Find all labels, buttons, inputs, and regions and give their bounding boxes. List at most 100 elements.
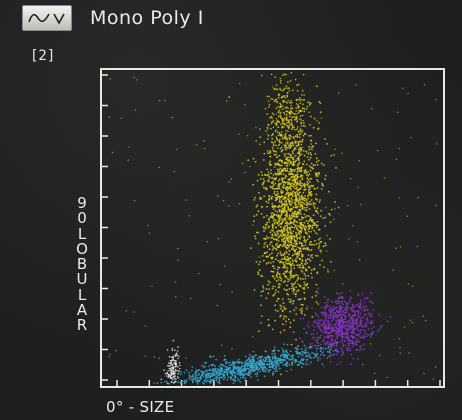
scatter-dot [362, 363, 364, 366]
scatter-dot [325, 206, 327, 209]
scatter-dot [399, 352, 401, 354]
scatter-dot [228, 205, 230, 207]
scatter-dot [174, 281, 177, 283]
scatter-dot [409, 319, 411, 321]
scatter-dot [217, 237, 220, 240]
scatter-dot [406, 215, 408, 217]
scatter-dot [133, 76, 135, 79]
scatter-dot [412, 285, 414, 288]
scatter-dot [334, 208, 336, 210]
scatter-dot [226, 100, 228, 102]
scatter-dot [147, 225, 149, 227]
scatter-dot [355, 84, 357, 86]
scatter-dot [407, 92, 409, 95]
scatter-dot [158, 357, 160, 360]
scatter-dot [148, 232, 151, 234]
scatter-dot [136, 79, 138, 81]
scatter-dot [307, 363, 309, 366]
scatter-dot [230, 178, 233, 180]
scatter-dot [221, 344, 223, 347]
scatter-dot [204, 147, 206, 150]
scatter-dot [341, 300, 343, 303]
scatter-dot [158, 99, 161, 102]
plot-index: [2] [30, 48, 56, 64]
y-axis-ticks [101, 74, 108, 381]
scatter-dot [359, 203, 362, 206]
scatter-dot [228, 180, 230, 183]
scatter-dot [417, 196, 419, 199]
scatter-dot [206, 240, 209, 243]
scatter-dot [423, 372, 425, 375]
scatter-dot [177, 259, 179, 261]
scatter-dot [374, 372, 376, 374]
scatter-dot [436, 143, 438, 145]
scatter-dot [333, 218, 335, 220]
scatter-dot [127, 159, 129, 161]
scatter-dot [396, 111, 399, 113]
scatter-dot [275, 113, 278, 115]
scatter-dot [153, 356, 156, 358]
scatter-dot [422, 315, 424, 317]
scatter-dot [341, 152, 343, 155]
scatter-dot [317, 233, 319, 235]
scatter-dot [217, 195, 219, 197]
scatter-dot [408, 352, 410, 354]
scatter-dot [316, 341, 318, 343]
scatter-dot [423, 83, 426, 86]
x-axis-label: 0° - SIZE [106, 398, 175, 416]
scatter-dot [133, 199, 136, 202]
scatter-dot [386, 376, 388, 379]
scatter-dot [356, 241, 359, 243]
plot-type-button[interactable] [22, 5, 72, 31]
scatter-dot [424, 319, 427, 322]
scatter-dot [176, 148, 178, 151]
scatter-dot [369, 343, 372, 345]
scatter-dot [358, 259, 361, 261]
scatter-dot [238, 202, 241, 205]
scatter-dot [411, 321, 414, 324]
scatter-dot [203, 140, 205, 142]
scatter-dot [111, 151, 114, 154]
scatter-dot [177, 247, 179, 250]
scatter-dot [266, 133, 269, 135]
scatter-dot [252, 336, 254, 338]
scatter-dot [189, 297, 192, 299]
scatter-dot [404, 326, 406, 328]
scatter-dot [133, 311, 135, 313]
scatter-dot [241, 162, 244, 164]
scatter-dot [348, 238, 350, 240]
scatter-dot [432, 378, 434, 380]
scatter-dot [293, 230, 295, 232]
scatter-dot [434, 366, 437, 368]
lymphocyte-cluster [153, 331, 373, 385]
scatter-dot [364, 308, 366, 310]
scatter-dot [188, 215, 190, 217]
scatter-dot [144, 325, 147, 327]
scatter-dot [352, 225, 354, 227]
scatter-dot [329, 311, 332, 314]
scatter-dots [108, 76, 438, 380]
scatter-dot [223, 265, 226, 267]
scatter-dot [348, 345, 350, 347]
scatter-dot [238, 133, 240, 135]
scatter-dot [128, 146, 130, 148]
scatter-dot [320, 251, 322, 254]
scatter-dot [350, 178, 352, 180]
scatter-dot [371, 107, 373, 110]
scatter-dot [435, 99, 437, 101]
scatter-dot [326, 234, 328, 237]
scatter-dot [195, 144, 198, 146]
scatter-dot [399, 347, 401, 349]
monocyte-tail [255, 72, 313, 190]
scatter-dot [255, 126, 257, 129]
scatter-dot [249, 165, 251, 168]
scatter-dot [395, 158, 398, 160]
scatter-dot [326, 250, 328, 252]
debris-cluster [160, 339, 181, 385]
scatter-dot [175, 296, 177, 298]
x-axis-ticks [116, 380, 441, 387]
scatter-dot [185, 199, 187, 201]
scatter-dot [246, 134, 249, 137]
scatter-dot [327, 268, 329, 271]
scatter-dot [333, 269, 335, 272]
